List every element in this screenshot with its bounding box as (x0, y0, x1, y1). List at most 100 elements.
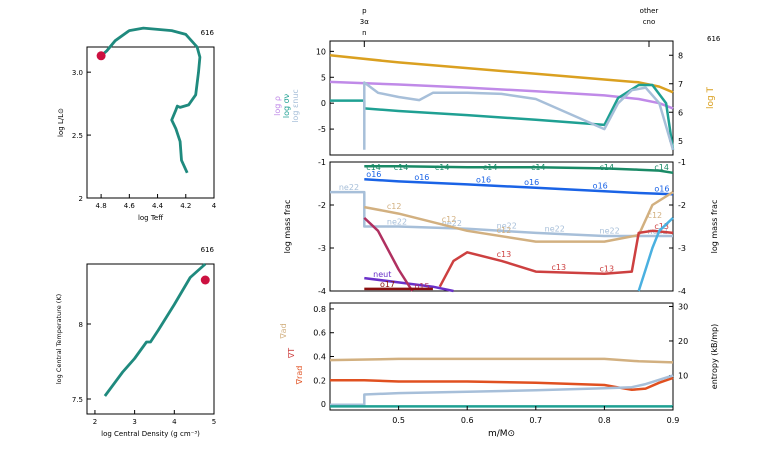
profile-mid-y-tick-label: -1 (318, 158, 326, 167)
profile-top-y2-tick-label: 8 (678, 51, 683, 60)
profile-mid-series-label: c13 (552, 263, 567, 272)
profile-mid-series-label: c13 (654, 222, 669, 231)
profile-mid-series-line-c12 (364, 191, 674, 243)
core-y-axis-label: log Central Temperature (K) (55, 294, 63, 384)
profile-mid-series-label: c12 (442, 215, 457, 224)
profile-bottom-y-tick-label: 0.2 (313, 376, 326, 385)
profile-bottom-y-axis-label: ∇rad (295, 366, 304, 386)
profile-mid-series-label: c12 (497, 226, 512, 235)
profile-mid-series-label: neut (373, 270, 391, 279)
profile-mid-series-label: c14 (435, 163, 450, 172)
profile-bottom-y-tick-label: 0.6 (313, 329, 326, 338)
profile-bottom-y-tick-label: 0 (321, 400, 326, 409)
profile-mid-series-line-c14 (364, 165, 674, 175)
profile-mid-y2-tick-label: -4 (678, 287, 686, 296)
burning-zone-annotation: other (640, 7, 659, 15)
profile-mid-y2-tick-label: -3 (678, 244, 686, 253)
profile-mid-frame (329, 161, 674, 292)
profile-mid-series-line-h1 (637, 216, 674, 292)
core-track-line (103, 262, 207, 397)
hr-x-tick-label: 4.8 (96, 202, 107, 210)
profile-top-y-tick-label: 0 (321, 99, 326, 108)
profile-mid-y-axis-label: log mass frac (283, 200, 292, 254)
profile-mid-series-line-neut (364, 276, 454, 293)
hr-x-tick-label: 4 (212, 202, 217, 210)
profile-mid-series-line-o16 (364, 177, 674, 196)
profile-mid-series-label: c14 (483, 163, 498, 172)
core-corner-label: 616 (201, 246, 215, 254)
profile-top-series-line-3 (363, 81, 675, 151)
profile-bottom-y-axis-label: ∇ad (279, 323, 288, 339)
profile-top-frame (329, 40, 674, 156)
hr-y-tick-label: 2.5 (72, 132, 83, 140)
profile-top-corner-label: 616 (707, 35, 721, 43)
burning-zone-annotation: cno (643, 18, 656, 26)
profile-top-y2-tick-label: 5 (678, 137, 683, 146)
profile-bottom-y-axis-label: ∇T (287, 348, 296, 359)
profile-mid-series-label: ne22 (387, 218, 407, 227)
profile-mid-series-label: o16 (524, 178, 539, 187)
profile-mid-series-label: ne22 (545, 224, 565, 233)
hr-y-tick-label: 2 (79, 195, 83, 203)
burning-zone-annotation: p (362, 7, 367, 15)
profile-mid-series-label: c14 (600, 163, 615, 172)
hr-x-tick-label: 4.6 (124, 202, 136, 210)
profile-bottom-series-line-0 (329, 357, 674, 364)
profile-top-y-axis-label: log ρ (273, 96, 282, 116)
profile-mid-series-label: c12 (387, 202, 402, 211)
profile-mid-series-label: n15 (414, 282, 429, 291)
hr-current-point-marker (96, 51, 106, 61)
profile-mid-series-label: c12 (648, 211, 663, 220)
core-current-point-marker (200, 275, 210, 285)
profile-top-y2-tick-label: 6 (678, 108, 683, 117)
profile-mid-series-label: c14 (394, 163, 409, 172)
hr-x-axis-label: log Teff (138, 214, 163, 222)
profile-mid-y-tick-label: -3 (318, 244, 326, 253)
profile-mid-series-label: o16 (366, 170, 381, 179)
profile-mid-y2-axis-label: log mass frac (710, 200, 719, 254)
profile-mid-series-label: c13 (497, 250, 512, 259)
profile-bottom-series-line-2 (330, 374, 674, 407)
profile-bottom-x-tick-label: 0.5 (392, 416, 405, 425)
hr-x-tick-label: 4.2 (180, 202, 191, 210)
profile-mid-y2-tick-label: -1 (678, 158, 686, 167)
profile-mid-series-label: ne22 (600, 227, 620, 236)
profile-bottom-x-tick-label: 0.6 (461, 416, 474, 425)
profile-top-y-axis-label: log σν (282, 93, 291, 118)
profile-top-y2-tick-label: 7 (678, 80, 683, 89)
profile-mid-series-label: c14 (654, 163, 669, 172)
profile-bottom-y2-tick-label: 10 (678, 371, 688, 380)
core-x-tick-label: 3 (132, 418, 136, 426)
hr-y-tick-label: 3.0 (72, 69, 83, 77)
profile-mid-series-label: ne22 (497, 221, 517, 230)
profile-bottom-series-line-1 (330, 376, 674, 392)
hr-track-line (100, 26, 202, 174)
profile-mid-series-line-c13 (438, 229, 674, 288)
profile-mid-y-tick-label: -2 (318, 201, 326, 210)
profile-bottom-y-tick-label: 0.4 (313, 353, 326, 362)
profile-top-y-tick-label: 5 (321, 73, 326, 82)
profile-mid-series-label: c14 (366, 163, 381, 172)
core-plot-frame (86, 263, 215, 415)
profile-mid-series-label: o16 (593, 182, 608, 191)
profile-mid-series-label: ne22 (339, 183, 359, 192)
profile-mid-series-label: o16 (654, 184, 669, 193)
profile-mid-y2-tick-label: -2 (678, 201, 686, 210)
profile-bottom-x-tick-label: 0.7 (529, 416, 542, 425)
profile-bottom-y2-tick-label: 30 (678, 302, 688, 311)
profile-top-y-axis-label: log εnuc (291, 89, 300, 123)
profile-top-y-tick-label: -5 (318, 125, 326, 134)
profile-top-y-tick-label: 10 (316, 47, 326, 56)
profile-mid-series-label: o16 (476, 176, 491, 185)
hr-plot-frame (86, 46, 215, 199)
hr-x-tick-label: 4.4 (152, 202, 164, 210)
profile-bottom-x-axis-label: m/M⊙ (488, 429, 515, 439)
profile-bottom-x-tick-label: 0.9 (667, 416, 680, 425)
burning-zone-annotation: n (362, 29, 366, 37)
core-x-tick-label: 5 (212, 418, 216, 426)
core-x-tick-label: 2 (93, 418, 97, 426)
profile-mid-series-line-n15 (363, 216, 414, 292)
core-x-tick-label: 4 (172, 418, 177, 426)
profile-bottom-x-tick-label: 0.8 (598, 416, 611, 425)
